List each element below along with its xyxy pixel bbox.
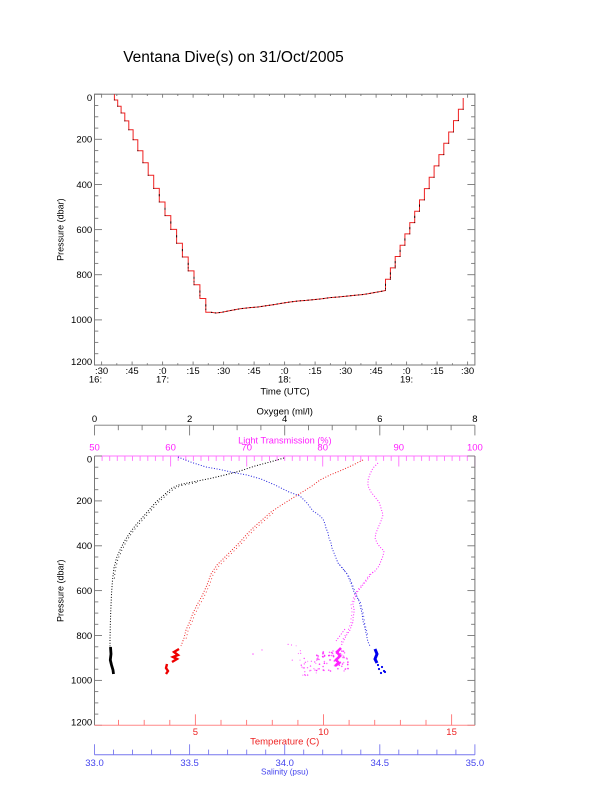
svg-text:Oxygen (ml/l): Oxygen (ml/l) (256, 407, 312, 418)
svg-text:18:: 18: (278, 375, 291, 386)
svg-text::30: :30 (339, 366, 352, 377)
svg-text:34.5: 34.5 (371, 758, 390, 769)
svg-text:1200: 1200 (71, 357, 92, 368)
svg-text:90: 90 (394, 443, 405, 454)
svg-text:80: 80 (317, 443, 328, 454)
svg-text:6: 6 (377, 414, 382, 425)
svg-text::15: :15 (308, 366, 321, 377)
svg-text:800: 800 (76, 270, 92, 281)
svg-text:400: 400 (76, 180, 92, 191)
svg-text:2: 2 (187, 414, 192, 425)
svg-text:600: 600 (76, 586, 92, 597)
svg-text:70: 70 (241, 443, 252, 454)
svg-text::30: :30 (95, 366, 108, 377)
svg-text:60: 60 (165, 443, 176, 454)
svg-text:19:: 19: (400, 375, 413, 386)
svg-text:0: 0 (87, 93, 92, 104)
svg-text:Ventana Dive(s) on 31/Oct/2005: Ventana Dive(s) on 31/Oct/2005 (123, 49, 344, 66)
svg-text::30: :30 (217, 366, 230, 377)
svg-text:1000: 1000 (71, 676, 92, 687)
svg-text::45: :45 (369, 366, 382, 377)
svg-text:Pressure (dbar): Pressure (dbar) (56, 198, 66, 261)
svg-text:35.0: 35.0 (466, 758, 485, 769)
svg-text:1200: 1200 (71, 717, 92, 728)
svg-text:1000: 1000 (71, 315, 92, 326)
svg-text:5: 5 (193, 727, 198, 738)
svg-text::15: :15 (186, 366, 199, 377)
svg-text:16:: 16: (89, 375, 102, 386)
svg-text:Salinity (psu): Salinity (psu) (261, 768, 309, 777)
svg-text::15: :15 (430, 366, 443, 377)
svg-text::0: :0 (159, 366, 167, 377)
svg-text::0: :0 (281, 366, 289, 377)
svg-text:34.0: 34.0 (275, 758, 294, 769)
svg-text::45: :45 (247, 366, 260, 377)
svg-text:33.0: 33.0 (85, 758, 104, 769)
svg-text:600: 600 (76, 225, 92, 236)
svg-text::30: :30 (461, 366, 474, 377)
svg-text:800: 800 (76, 631, 92, 642)
svg-text:Time (UTC): Time (UTC) (260, 387, 309, 398)
svg-text:400: 400 (76, 541, 92, 552)
svg-text:200: 200 (76, 135, 92, 146)
svg-text:33.5: 33.5 (180, 758, 199, 769)
svg-text:4: 4 (282, 414, 287, 425)
svg-text:0: 0 (92, 414, 97, 425)
svg-text:17:: 17: (156, 375, 169, 386)
svg-text:200: 200 (76, 496, 92, 507)
svg-text:Pressure (dbar): Pressure (dbar) (56, 559, 66, 622)
svg-text:10: 10 (318, 727, 329, 738)
svg-text:8: 8 (472, 414, 477, 425)
svg-text::45: :45 (125, 366, 138, 377)
svg-text:100: 100 (467, 443, 483, 454)
svg-text:15: 15 (446, 727, 457, 738)
svg-text::0: :0 (403, 366, 411, 377)
svg-text:0: 0 (87, 455, 92, 466)
svg-text:Light Transmission (%): Light Transmission (%) (238, 435, 331, 445)
svg-text:50: 50 (89, 443, 100, 454)
svg-text:Temperature (C): Temperature (C) (250, 737, 319, 748)
